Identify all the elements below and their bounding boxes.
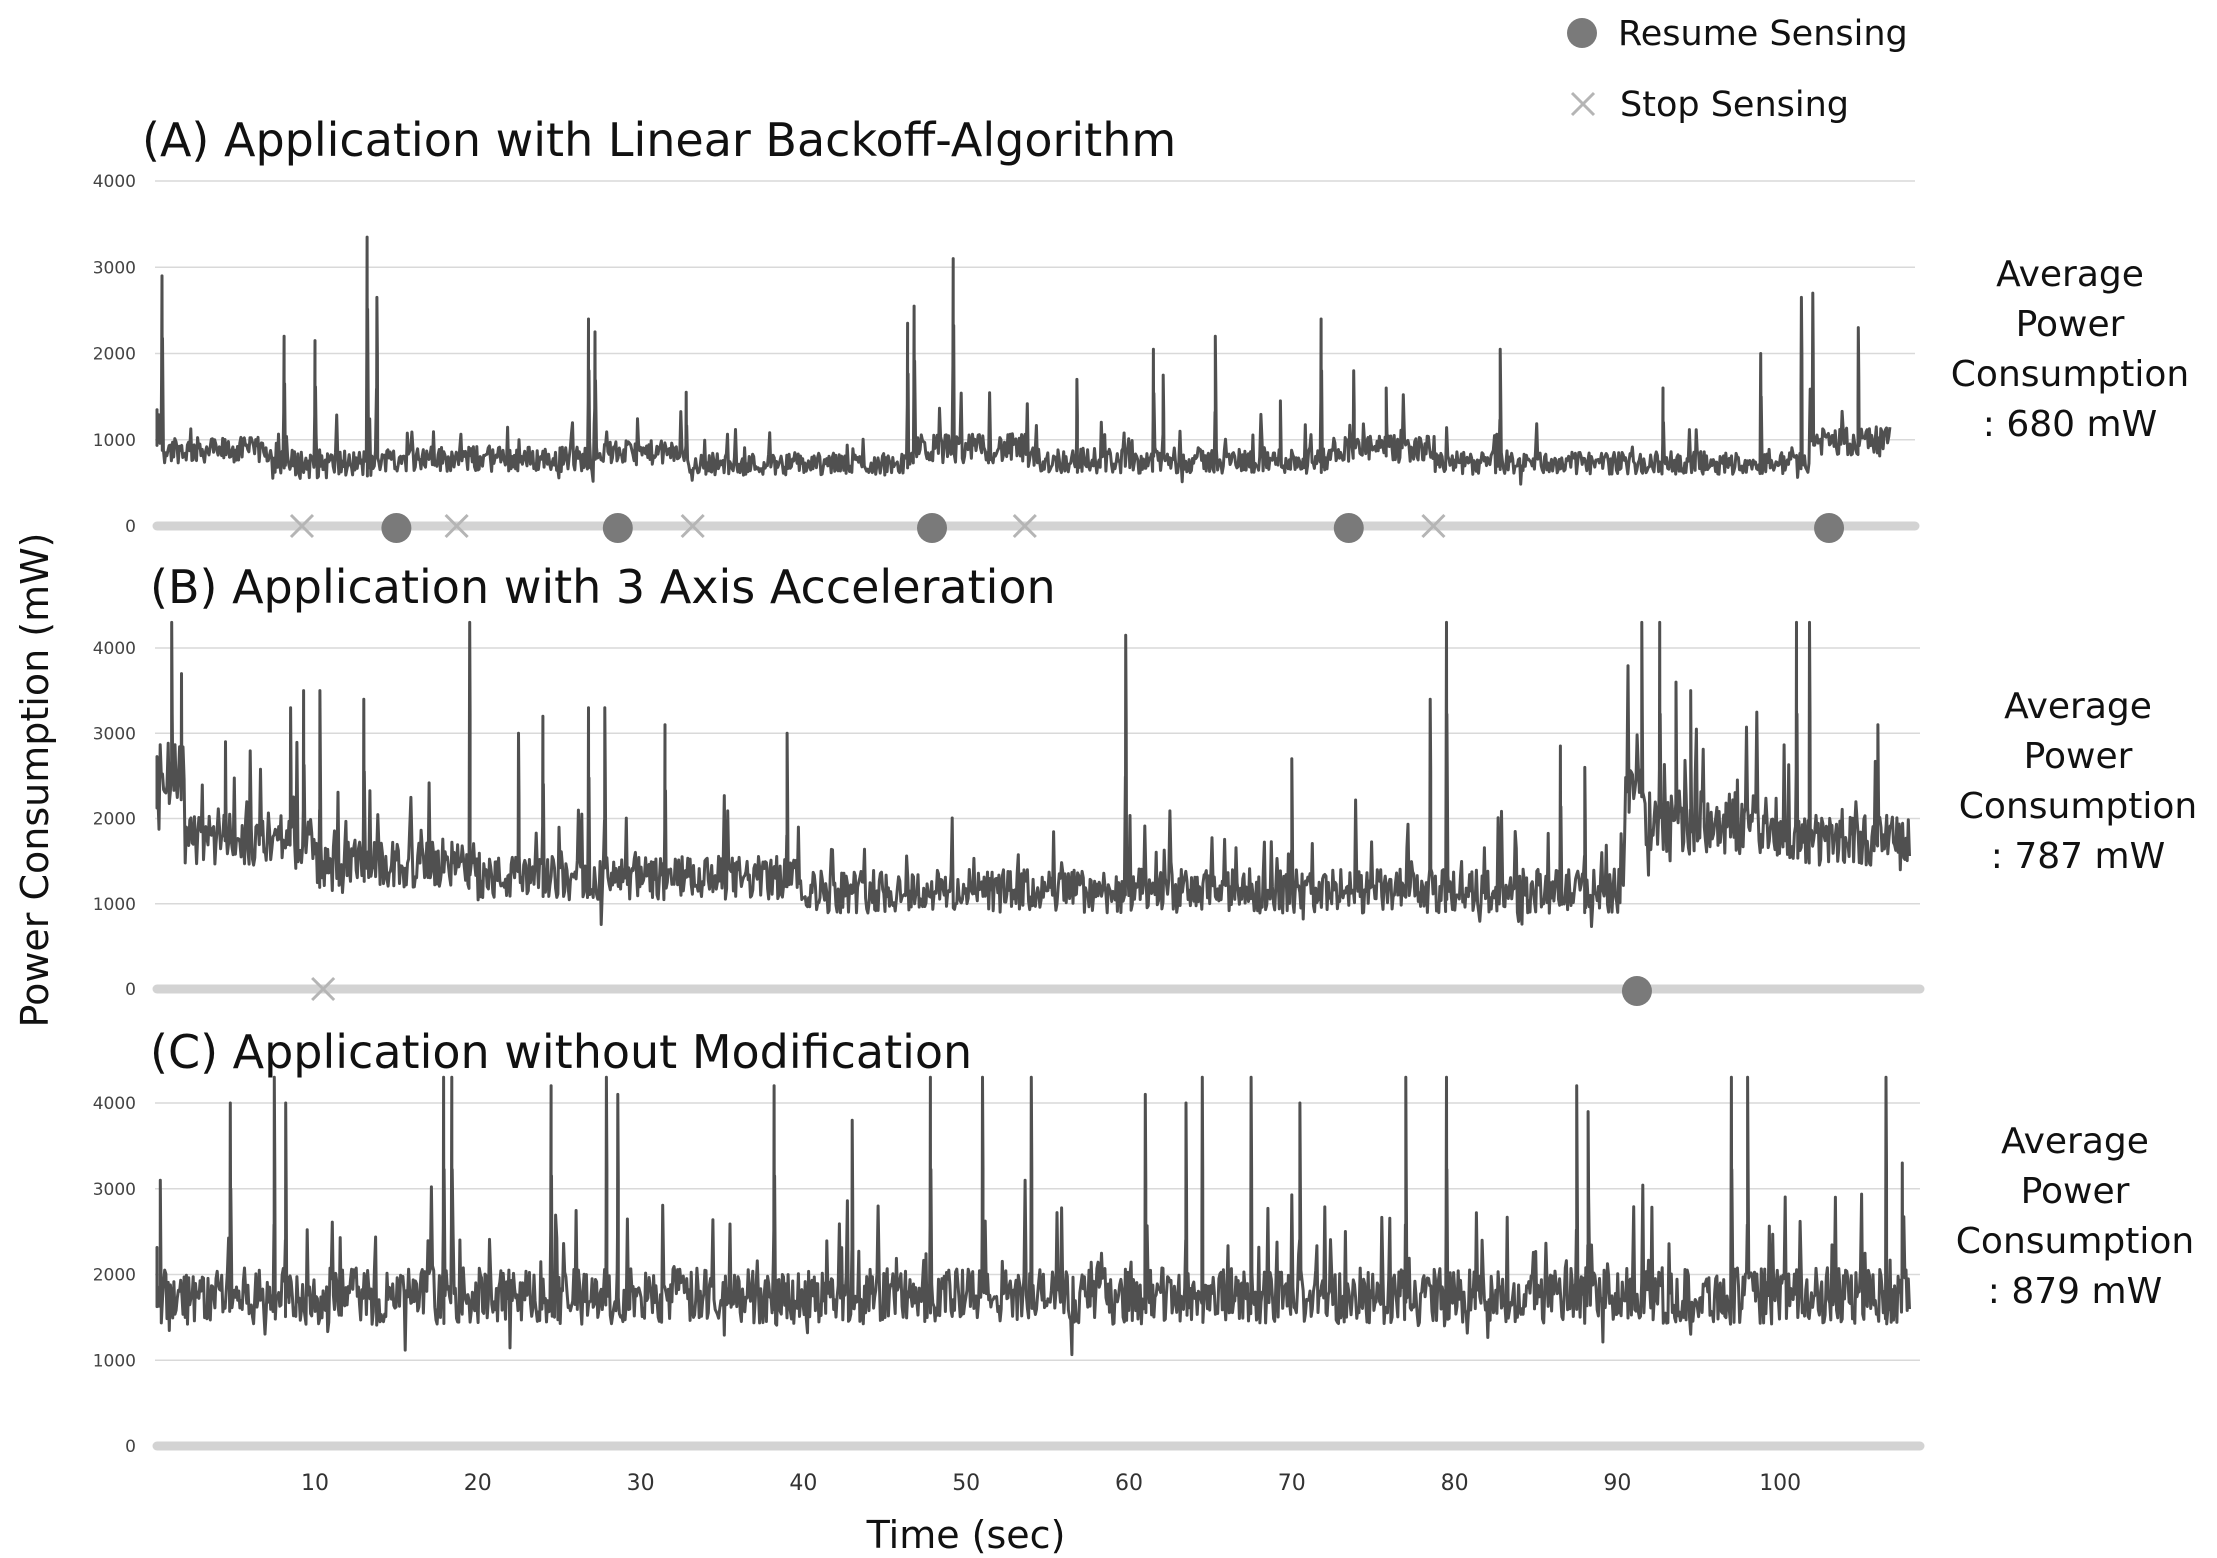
avg-b-line-4: : 787 mW [1991,836,2165,877]
resume-sensing-marker [1621,976,1652,1006]
y-tick-label-0: 0 [125,1437,136,1457]
avg-c-line-3: Consumption [1956,1221,2194,1262]
y-tick-label-1000: 1000 [93,431,136,451]
panel-a-average-text: Average Power Consumption : 680 mW [1951,254,2189,445]
panel-a-title: (A) Application with Linear Backoff-Algo… [142,113,1176,167]
x-tick-label-60: 60 [1115,1471,1143,1496]
y-axis-label: Power Consumption (mW) [13,533,57,1028]
resume-sensing-marker [1814,513,1845,543]
resume-sensing-marker [1333,513,1364,543]
x-tick-label-80: 80 [1441,1471,1469,1496]
x-tick-label-90: 90 [1603,1471,1631,1496]
panel-b-title: (B) Application with 3 Axis Acceleration [150,560,1056,614]
y-tick-label-2000: 2000 [93,810,136,830]
legend-stop-label: Stop Sensing [1620,85,1849,125]
stop-sensing-marker [289,513,315,539]
x-tick-label-70: 70 [1278,1471,1306,1496]
y-tick-label-0: 0 [125,980,136,1000]
avg-c-line-4: : 879 mW [1988,1271,2162,1312]
panel-c-title: (C) Application without Modification [150,1025,972,1079]
avg-a-line-4: : 680 mW [1983,404,2157,445]
panel-b: 4000 3000 2000 1000 0 [93,620,1925,1006]
resume-sensing-marker [381,513,412,543]
legend-resume-label: Resume Sensing [1618,14,1908,54]
avg-b-line-1: Average [2004,686,2152,727]
stop-sensing-marker [444,513,469,539]
legend: Resume Sensing Stop Sensing [1567,14,1908,125]
x-tick-label-20: 20 [464,1471,492,1496]
avg-a-line-3: Consumption [1951,354,2189,395]
panel-a: 4000 3000 2000 1000 0 [93,172,1920,543]
avg-c-line-1: Average [2001,1121,2149,1162]
y-tick-label-3000: 3000 [93,724,136,744]
x-tick-label-30: 30 [627,1471,655,1496]
power-trace-b [155,620,1911,928]
y-tick-label-3000: 3000 [93,1180,136,1200]
stop-sensing-marker [311,976,336,1002]
panel-b-average-text: Average Power Consumption : 787 mW [1959,686,2197,877]
resume-sensing-legend-icon [1567,18,1597,48]
stop-sensing-marker [1012,513,1037,539]
avg-a-line-2: Power [2016,304,2125,345]
power-trace-a [155,235,1892,486]
y-tick-label-2000: 2000 [93,1266,136,1286]
y-tick-label-0: 0 [125,517,136,537]
y-tick-label-1000: 1000 [93,1351,136,1371]
panel-c: 4000 3000 2000 1000 0 [93,1075,1925,1457]
x-tick-label-100: 100 [1759,1471,1801,1496]
stop-sensing-legend-icon [1570,91,1596,117]
x-tick-label-50: 50 [952,1471,980,1496]
x-tick-label-10: 10 [301,1471,329,1496]
plot-area: 4000300020001000040003000200010000400030… [93,172,1925,1496]
y-tick-label-4000: 4000 [93,172,136,192]
resume-sensing-marker [602,513,633,543]
resume-sensing-marker [917,513,948,543]
x-axis-label: Time (sec) [866,1513,1066,1557]
y-tick-label-4000: 4000 [93,639,136,659]
y-tick-label-4000: 4000 [93,1094,136,1114]
y-tick-label-1000: 1000 [93,895,136,915]
avg-c-line-2: Power [2021,1171,2130,1212]
avg-b-line-2: Power [2024,736,2133,777]
panel-c-average-text: Average Power Consumption : 879 mW [1956,1121,2194,1312]
power-trace-c [155,1075,1911,1357]
avg-a-line-1: Average [1996,254,2144,295]
y-tick-label-3000: 3000 [93,258,136,278]
avg-b-line-3: Consumption [1959,786,2197,827]
stop-sensing-marker [680,513,705,539]
x-tick-label-40: 40 [789,1471,817,1496]
stop-sensing-marker [1421,513,1446,539]
y-tick-label-2000: 2000 [93,345,136,365]
